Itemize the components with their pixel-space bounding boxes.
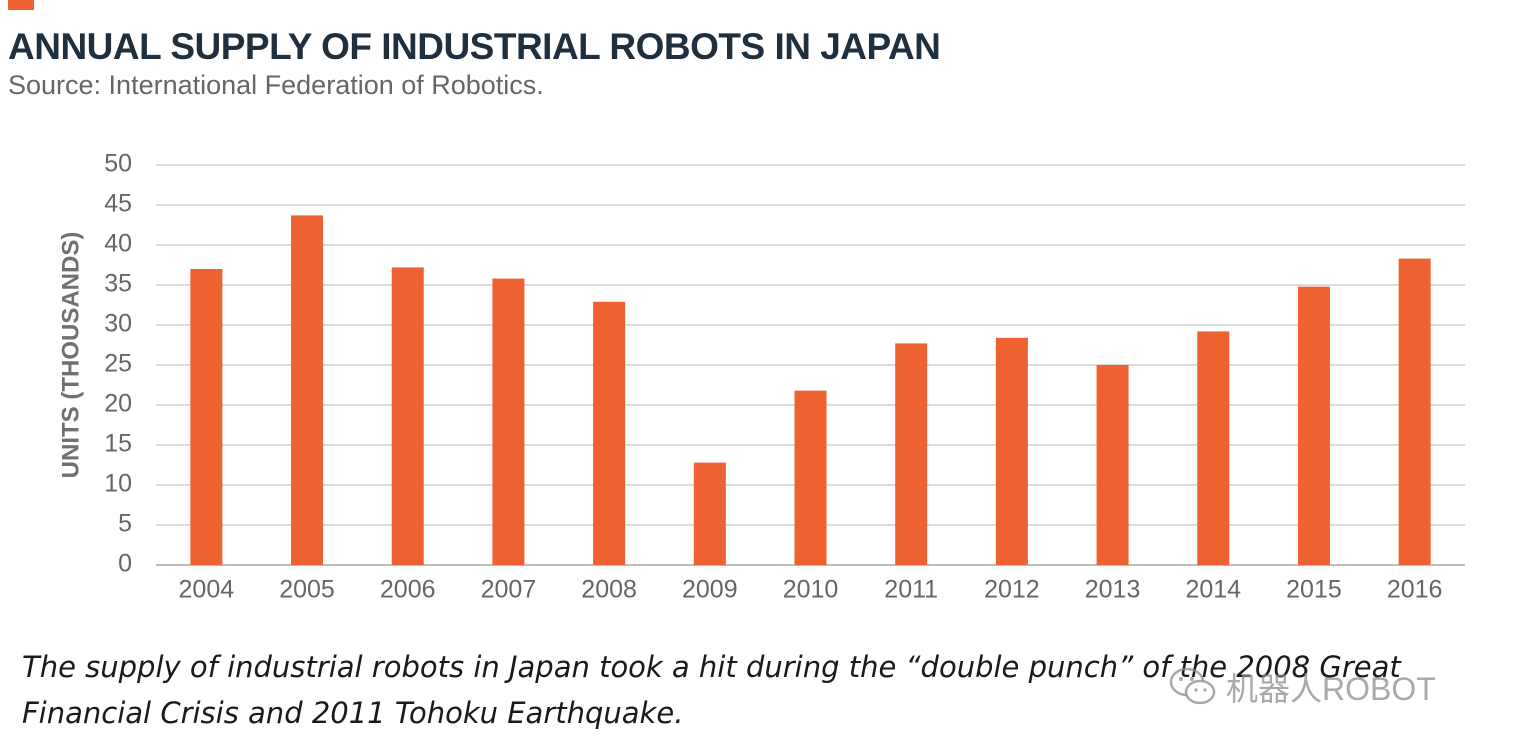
bar-2004 bbox=[190, 269, 223, 565]
bar-2011 bbox=[895, 343, 928, 565]
chart-subtitle: Source: International Federation of Robo… bbox=[8, 70, 544, 100]
bar-2015 bbox=[1297, 286, 1330, 565]
x-tick-label: 2015 bbox=[1286, 576, 1342, 604]
x-tick-label: 2004 bbox=[179, 576, 235, 604]
y-tick-label: 30 bbox=[104, 310, 132, 338]
wechat-icon bbox=[1169, 667, 1216, 705]
y-tick-label: 20 bbox=[104, 390, 132, 418]
x-tick-label: 2012 bbox=[984, 576, 1040, 604]
y-axis-title: UNITS (THOUSANDS) bbox=[57, 232, 84, 479]
y-tick-label: 10 bbox=[104, 470, 132, 498]
bar-2010 bbox=[794, 390, 827, 565]
x-tick-label: 2014 bbox=[1185, 576, 1241, 604]
y-tick-label: 50 bbox=[104, 150, 132, 178]
y-tick-label: 40 bbox=[104, 230, 132, 258]
accent-bar bbox=[8, 0, 34, 10]
x-tick-label: 2007 bbox=[481, 576, 537, 604]
x-tick-label: 2016 bbox=[1387, 576, 1443, 604]
bar-2007 bbox=[492, 278, 525, 565]
y-tick-label: 0 bbox=[118, 550, 132, 578]
bar-chart: 0 5 10 15 20 25 30 35 40 45 50 2004 2005 2006 2007 2008… bbox=[57, 150, 1465, 604]
bar-2009 bbox=[693, 462, 726, 565]
watermark: 机器人ROBOT bbox=[1168, 664, 1436, 710]
bar-2006 bbox=[391, 267, 424, 565]
y-tick-label: 15 bbox=[104, 430, 132, 458]
chart-title: ANNUAL SUPPLY OF INDUSTRIAL ROBOTS IN JA… bbox=[8, 26, 941, 67]
bar-2005 bbox=[291, 215, 324, 565]
x-tick-label: 2008 bbox=[581, 576, 637, 604]
y-tick-label: 5 bbox=[118, 510, 132, 538]
x-tick-label: 2005 bbox=[279, 576, 335, 604]
bar-2012 bbox=[995, 337, 1028, 565]
y-tick-label: 45 bbox=[104, 190, 132, 218]
y-tick-label: 35 bbox=[104, 270, 132, 298]
x-tick-label: 2013 bbox=[1085, 576, 1141, 604]
watermark-text: 机器人ROBOT bbox=[1226, 671, 1436, 707]
bar-2014 bbox=[1197, 331, 1230, 565]
y-tick-label: 25 bbox=[104, 350, 132, 378]
bar-2013 bbox=[1096, 365, 1129, 565]
x-tick-label: 2011 bbox=[884, 576, 938, 604]
x-tick-label: 2009 bbox=[682, 576, 738, 604]
x-tick-label: 2010 bbox=[783, 576, 839, 604]
x-tick-label: 2006 bbox=[380, 576, 436, 604]
bar-2016 bbox=[1398, 258, 1431, 565]
bar-2008 bbox=[593, 301, 626, 565]
